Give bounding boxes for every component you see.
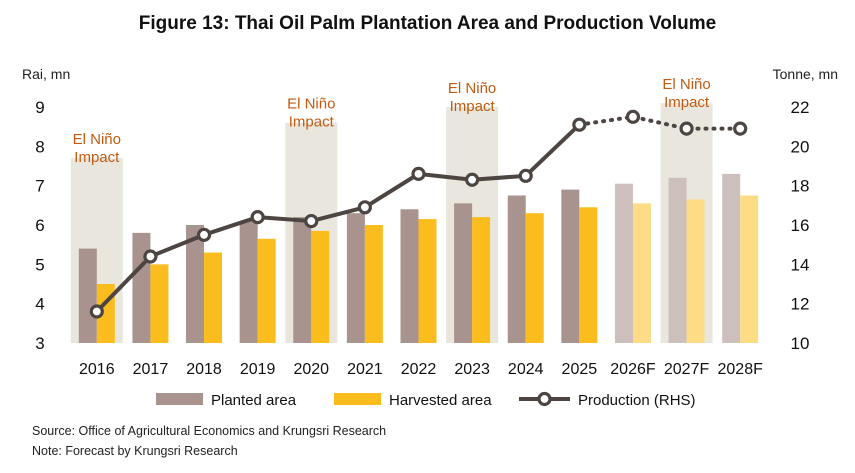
forecast-note: Note: Forecast by Krungsri Research [32,444,238,458]
legend: Planted area Harvested area Production (RH… [156,391,696,409]
x-tick-label: 2023 [454,361,490,378]
production-point-2021 [357,200,372,215]
legend-label-production: Production (RHS) [578,392,696,409]
bar-harvested-2021 [364,225,383,343]
production-line [89,109,748,319]
production-point-2020 [304,213,319,229]
bar-harvested-2020 [311,230,330,343]
left-tick-label: 6 [35,216,44,235]
left-tick-label: 3 [35,334,44,353]
bar-planted-2025 [561,189,580,343]
right-tick-label: 22 [791,98,810,117]
x-tick-label: 2028F [718,361,764,378]
production-line-forecast [577,114,743,131]
bar-harvested-2018 [204,252,223,343]
legend-marker-production [537,391,552,407]
x-tick-label: 2019 [240,361,276,378]
bar-harvested-2028F [740,195,759,343]
bar-planted-2018 [186,225,205,343]
production-point-2026F [625,109,641,124]
bar-harvested-2024 [525,213,544,343]
bar-harvested-2023 [472,217,491,343]
production-point-2019 [250,210,265,225]
bar-harvested-2022 [418,219,437,343]
bar-harvested-2025 [579,207,598,343]
x-tick-label: 2018 [186,361,222,378]
bar-planted-2024 [507,195,526,343]
production-point-2023 [465,172,480,187]
bar-planted-2019 [239,221,258,343]
bar-planted-2021 [346,213,365,343]
legend-label-harvested: Harvested area [389,392,492,409]
left-tick-label: 7 [35,177,44,196]
right-tick-label: 12 [791,295,810,314]
x-tick-label: 2026F [610,361,656,378]
left-axis-label: Rai, mn [22,66,70,82]
bar-planted-2020 [293,217,312,343]
right-tick-label: 20 [791,137,810,156]
legend-label-planted: Planted area [211,392,297,409]
el-nino-label: El Niño Impact [73,131,121,166]
el-nino-label: El Niño Impact [287,96,335,131]
right-tick-label: 10 [791,334,810,353]
x-tick-label: 2024 [508,361,544,378]
left-tick-label: 4 [35,295,44,314]
production-point-2017 [143,249,158,264]
bar-planted-2022 [400,209,419,343]
bars [78,173,759,343]
bar-harvested-2026F [632,203,651,343]
bar-harvested-2019 [257,238,276,343]
legend-swatch-harvested [334,393,381,405]
x-tick-label: 2017 [133,361,169,378]
chart-title: Figure 13: Thai Oil Palm Plantation Area… [138,13,717,34]
bar-planted-2027F [668,177,687,343]
right-tick-label: 16 [791,216,810,235]
bar-planted-2026F [614,183,633,343]
x-tick-label: 2021 [347,361,383,378]
el-nino-label: El Niño Impact [448,80,496,115]
left-tick-label: 9 [35,98,44,117]
axes: Rai, mn Tonne, mn345678910121416182022201… [22,66,838,378]
legend-swatch-planted [156,393,203,405]
production-point-2024 [518,168,533,183]
bar-harvested-2027F [686,199,705,343]
production-point-2022 [411,166,426,181]
production-point-2027F [679,121,694,136]
x-tick-label: 2016 [79,361,115,378]
x-tick-label: 2027F [664,361,710,378]
bar-planted-2017 [132,232,151,343]
bar-planted-2016 [78,248,97,343]
x-tick-label: 2025 [562,361,598,378]
production-point-2025 [572,117,587,132]
right-axis-label: Tonne, mn [773,66,838,82]
production-line-actual [95,123,581,313]
bar-planted-2023 [454,203,473,343]
x-tick-label: 2020 [293,361,329,378]
left-tick-label: 8 [35,137,44,156]
production-point-2018 [196,227,212,242]
source-note: Source: Office of Agricultural Economics… [32,424,387,438]
el-nino-label: El Niño Impact [662,76,710,111]
production-point-2016 [89,304,104,319]
x-tick-label: 2022 [401,361,437,378]
bar-planted-2028F [722,173,741,343]
production-point-2028F [733,121,748,136]
left-tick-label: 5 [35,255,44,274]
right-tick-label: 14 [791,255,810,274]
right-tick-label: 18 [791,177,810,196]
bar-harvested-2017 [150,264,169,343]
